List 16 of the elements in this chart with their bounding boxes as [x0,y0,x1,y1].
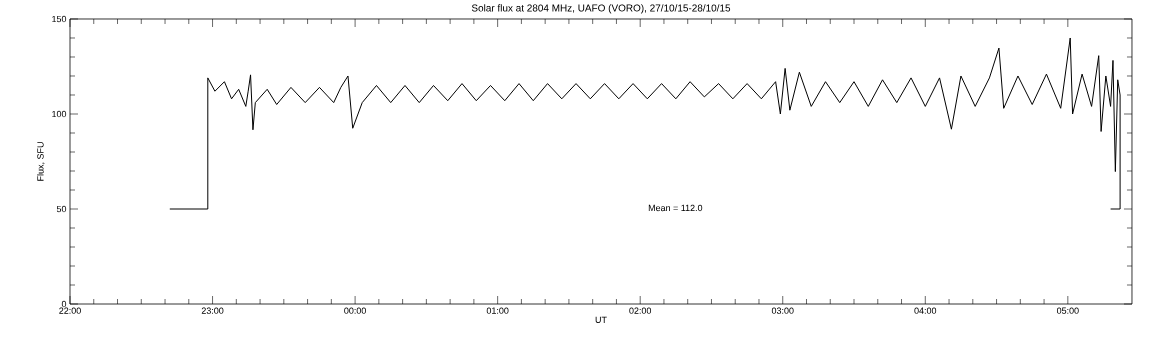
x-tick-label: 22:00 [59,307,81,314]
y-tick-label: 0 [61,300,67,308]
x-tick-label: 01:00 [486,307,509,314]
x-tick-label: 02:00 [629,307,652,314]
y-axis-title: Flux, SFU [37,142,45,181]
y-tick-label: 100 [52,110,67,118]
x-tick-label: 03:00 [771,307,794,314]
x-axis-title: UT [595,316,607,323]
y-tick-label: 50 [56,205,67,213]
x-tick-label: 00:00 [344,307,366,314]
chart-title: Solar flux at 2804 MHz, UAFO (VORO), 27/10/15-28/10/15 [471,4,731,14]
x-tick-label: 23:00 [201,307,224,314]
x-tick-label: 04:00 [914,307,937,314]
annotation: Mean = 112.0 [648,204,703,212]
x-tick-label: 05:00 [1056,307,1079,314]
y-tick-label: 150 [52,15,67,23]
